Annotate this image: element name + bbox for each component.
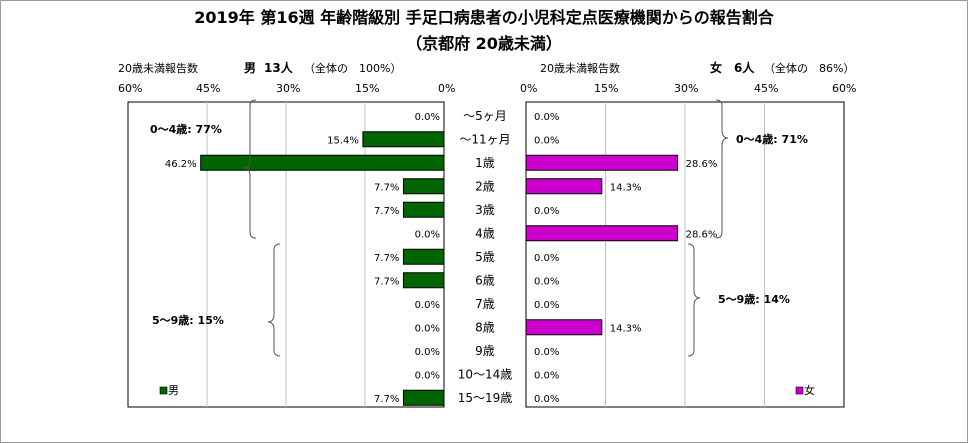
right-tick-label: 0%: [520, 82, 538, 95]
right-tick-label: 15%: [594, 82, 619, 95]
male-value-label: 7.7%: [374, 276, 399, 287]
category-label: 5歳: [475, 250, 495, 264]
male-bar: [402, 248, 445, 265]
female-legend-label: 女: [804, 383, 815, 397]
category-label: 3歳: [475, 203, 495, 217]
category-label: 2歳: [475, 179, 495, 193]
female-legend-swatch: [795, 386, 804, 395]
category-label: 15～19歳: [458, 391, 513, 405]
female-value-label: 0.0%: [534, 370, 559, 381]
female-value-label: 0.0%: [534, 253, 559, 264]
left-tick-label: 15%: [355, 82, 380, 95]
female-0-4-brace: [715, 99, 729, 239]
female-bar: [525, 225, 679, 242]
male-0-4-brace: [243, 99, 257, 239]
male-0-4-group-label: 0～4歳: 77%: [150, 122, 222, 136]
male-value-label: 0.0%: [415, 370, 440, 381]
female-value-label: 28.6%: [686, 229, 718, 240]
male-share: （全体の 100%）: [304, 62, 402, 75]
female-share: （全体の 86%）: [764, 62, 855, 75]
male-sex-label: 男: [244, 61, 257, 75]
male-value-label: 7.7%: [374, 253, 399, 264]
female-value-label: 0.0%: [534, 347, 559, 358]
male-bar: [402, 389, 445, 406]
male-value-label: 46.2%: [165, 159, 197, 170]
female-bar: [525, 178, 603, 195]
category-label: 1歳: [475, 156, 495, 170]
category-label: 7歳: [475, 297, 495, 311]
category-label: 6歳: [475, 273, 495, 287]
right-tick-label: 45%: [754, 82, 779, 95]
female-value-label: 14.3%: [610, 323, 642, 334]
chart-subtitle: （京都府 20歳未満）: [406, 34, 562, 53]
male-value-label: 0.0%: [415, 112, 440, 123]
male-value-label: 0.0%: [415, 300, 440, 311]
category-label: 4歳: [475, 226, 495, 240]
left-tick-label: 45%: [196, 82, 221, 95]
male-bar: [200, 154, 445, 171]
male-value-label: 15.4%: [327, 135, 359, 146]
female-sex-label: 女: [710, 61, 723, 75]
male-value-label: 7.7%: [374, 394, 399, 405]
male-count: 13人: [264, 61, 293, 75]
left-tick-label: 60%: [118, 82, 143, 95]
male-value-label: 7.7%: [374, 182, 399, 193]
male-legend-swatch: [159, 386, 168, 395]
chart-title: 2019年 第16週 年齢階級別 手足口病患者の小児科定点医療機関からの報告割合: [194, 8, 774, 27]
female-0-4-group-label: 0～4歳: 71%: [736, 132, 808, 146]
male-value-label: 0.0%: [415, 229, 440, 240]
female-value-label: 0.0%: [534, 300, 559, 311]
female-bar: [525, 154, 679, 171]
male-value-label: 7.7%: [374, 206, 399, 217]
category-label: ～11ヶ月: [459, 132, 510, 146]
female-5-9-brace: [687, 243, 701, 357]
male-bar: [402, 272, 445, 289]
female-count-caption: 20歳未満報告数: [540, 62, 620, 75]
female-5-9-group-label: 5～9歳: 14%: [718, 292, 790, 306]
male-count-caption: 20歳未満報告数: [118, 62, 198, 75]
male-bar: [362, 131, 445, 148]
female-value-label: 0.0%: [534, 394, 559, 405]
male-5-9-group-label: 5～9歳: 15%: [152, 313, 224, 327]
right-tick-label: 30%: [674, 82, 699, 95]
category-label: 10～14歳: [458, 367, 513, 381]
male-value-label: 0.0%: [415, 347, 440, 358]
left-tick-label: 30%: [276, 82, 301, 95]
male-5-9-brace: [267, 243, 281, 357]
female-value-label: 0.0%: [534, 112, 559, 123]
female-value-label: 0.0%: [534, 135, 559, 146]
category-label: 9歳: [475, 344, 495, 358]
right-tick-label: 60%: [832, 82, 857, 95]
female-value-label: 28.6%: [686, 159, 718, 170]
female-count: 6人: [734, 61, 755, 75]
male-bar: [402, 201, 445, 218]
female-value-label: 14.3%: [610, 182, 642, 193]
female-value-label: 0.0%: [534, 206, 559, 217]
left-tick-label: 0%: [438, 82, 456, 95]
male-legend-label: 男: [168, 384, 179, 397]
category-label: ～5ヶ月: [463, 109, 507, 123]
male-value-label: 0.0%: [415, 323, 440, 334]
category-label: 8歳: [475, 320, 495, 334]
female-bar: [525, 319, 603, 336]
female-value-label: 0.0%: [534, 276, 559, 287]
male-bar: [402, 178, 445, 195]
